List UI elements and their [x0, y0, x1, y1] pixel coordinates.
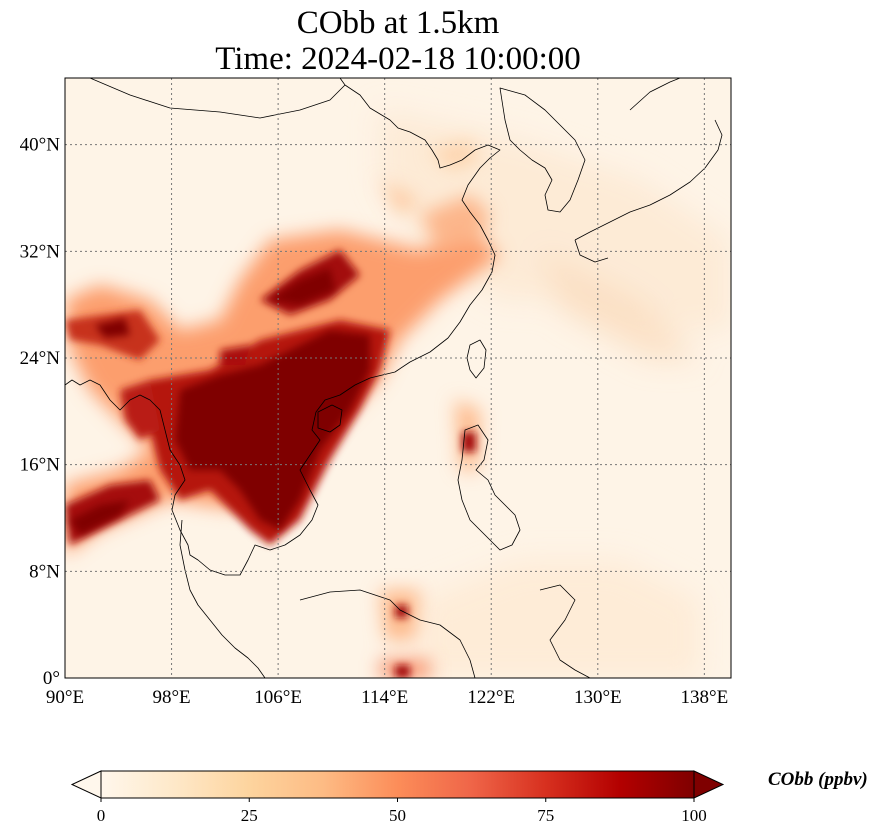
y-tick-label: 16°N	[20, 455, 61, 476]
x-tick-label: 114°E	[361, 687, 408, 708]
y-tick-label: 40°N	[20, 135, 61, 156]
y-tick-label: 8°N	[29, 561, 60, 582]
colorbar-tick-label: 0	[97, 806, 106, 825]
x-tick-label: 106°E	[254, 687, 302, 708]
colorbar-tick-label: 25	[241, 806, 258, 825]
x-tick-labels: 90°E 98°E 106°E 114°E 122°E 130°E 138°E	[46, 687, 728, 708]
y-tick-label: 24°N	[20, 348, 61, 369]
colorbar-ticks: 0 25 50 75 100	[97, 798, 707, 825]
x-tick-label: 90°E	[46, 687, 84, 708]
plume-peak	[70, 268, 370, 535]
coastlines	[65, 78, 723, 678]
colorbar: 0 25 50 75 100	[70, 770, 725, 825]
colorbar-tick-label: 75	[537, 806, 554, 825]
map-time-subtitle: Time: 2024-02-18 10:00:00	[215, 41, 581, 77]
x-tick-label: 130°E	[574, 687, 622, 708]
x-tick-label: 122°E	[467, 687, 515, 708]
x-tick-label: 138°E	[681, 687, 729, 708]
colorbar-tick-label: 100	[681, 806, 707, 825]
colorbar-min-extension	[70, 770, 102, 799]
map-frame	[64, 77, 732, 679]
y-tick-labels: 0° 8°N 16°N 24°N 32°N 40°N	[20, 135, 61, 689]
map-title: CObb at 1.5km	[296, 5, 500, 41]
x-tick-label: 98°E	[152, 687, 190, 708]
colorbar-gradient	[101, 771, 694, 798]
colorbar-label: CObb (ppbv)	[768, 769, 868, 790]
colorbar-tick-label: 50	[389, 806, 406, 825]
gridlines	[64, 78, 731, 678]
y-tick-label: 32°N	[20, 241, 61, 262]
y-tick-label: 0°	[43, 668, 60, 689]
colorbar-max-extension	[693, 770, 725, 799]
concentration-field	[65, 110, 731, 678]
